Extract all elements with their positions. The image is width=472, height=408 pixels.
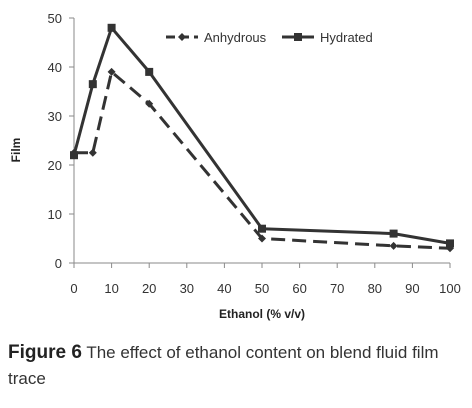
data-point-hydrated <box>88 80 97 89</box>
data-point-anhydrous <box>107 67 116 76</box>
x-tick-label: 40 <box>217 281 231 296</box>
figure-caption-text: The effect of ethanol content on blend f… <box>8 343 439 388</box>
legend-label: Anhydrous <box>204 30 267 45</box>
legend-swatch-marker <box>178 33 186 41</box>
x-tick-label: 30 <box>180 281 194 296</box>
data-point-hydrated <box>389 229 398 238</box>
data-point-hydrated <box>107 23 116 32</box>
legend-item-anhydrous: Anhydrous <box>166 30 267 45</box>
y-axis-title: Film <box>9 138 23 163</box>
series-anhydrous <box>70 67 454 253</box>
y-tick-label: 10 <box>48 207 62 222</box>
legend-swatch-marker <box>294 33 302 41</box>
legend: Anhydrous Hydrated <box>166 30 373 45</box>
x-tick-label: 60 <box>292 281 306 296</box>
legend-label: Hydrated <box>320 30 373 45</box>
x-tick-label: 10 <box>104 281 118 296</box>
data-point-anhydrous <box>389 241 398 250</box>
figure-label: Figure 6 <box>8 342 82 363</box>
figure-caption: Figure 6 The effect of ethanol content o… <box>8 340 468 392</box>
y-tick-label: 40 <box>48 60 62 75</box>
y-tick-label: 20 <box>48 158 62 173</box>
y-axis: 0 10 20 30 40 50 Film <box>9 11 75 271</box>
series-hydrated <box>70 23 454 248</box>
x-axis-title: Ethanol (% v/v) <box>219 307 305 321</box>
data-point-anhydrous <box>145 99 154 108</box>
x-tick-label: 0 <box>70 281 77 296</box>
x-tick-label: 20 <box>142 281 156 296</box>
x-tick-label: 80 <box>368 281 382 296</box>
series-line-hydrated <box>72 26 451 245</box>
x-tick-label: 70 <box>330 281 344 296</box>
data-point-hydrated <box>258 224 266 233</box>
series-line-anhydrous <box>74 70 451 250</box>
x-tick-label: 90 <box>405 281 419 296</box>
x-tick-label: 50 <box>255 281 269 296</box>
data-point-hydrated <box>446 239 454 248</box>
data-point-anhydrous <box>258 234 266 243</box>
data-point-hydrated <box>145 67 154 76</box>
y-tick-label: 50 <box>48 11 62 26</box>
legend-item-hydrated: Hydrated <box>282 30 373 45</box>
y-tick-label: 30 <box>48 109 62 124</box>
data-point-anhydrous <box>88 148 97 157</box>
y-tick-label: 0 <box>55 256 62 271</box>
x-axis: 0 10 20 30 40 50 60 70 80 90 100 Ethanol (% v/v) <box>70 262 461 321</box>
data-point-hydrated <box>70 151 78 160</box>
series-layer <box>70 23 454 253</box>
x-tick-label: 100 <box>439 281 461 296</box>
